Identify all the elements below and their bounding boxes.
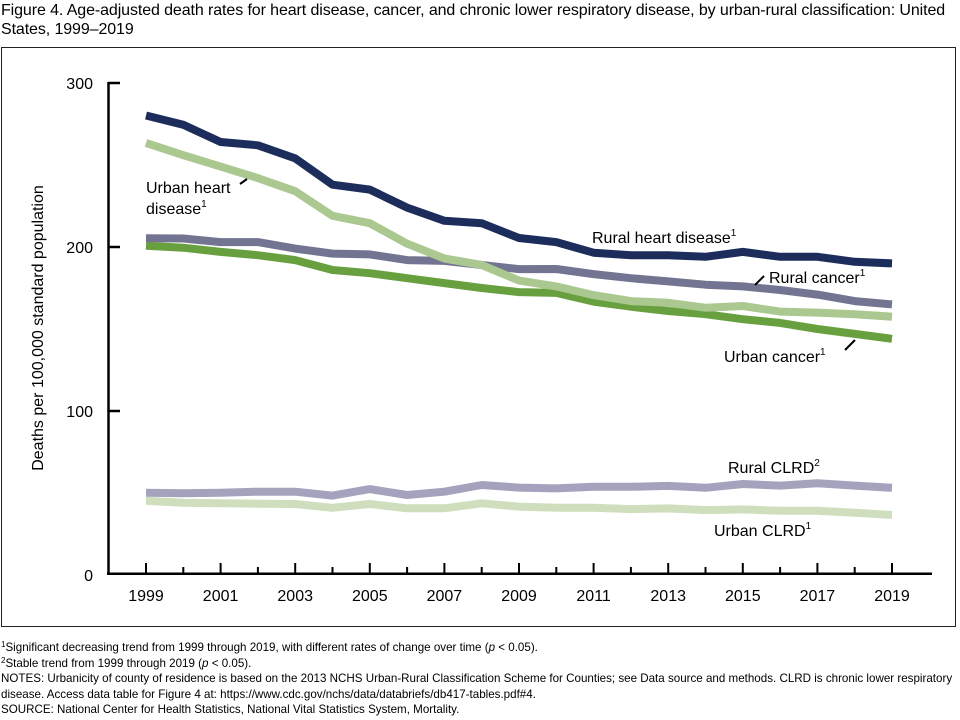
series-line-urban-clrd bbox=[145, 496, 893, 519]
series-line-rural-cancer bbox=[145, 234, 893, 309]
x-tick-label: 2019 bbox=[874, 588, 910, 605]
y-tick-label: 0 bbox=[84, 568, 93, 585]
figure-title: Figure 4. Age-adjusted death rates for h… bbox=[1, 2, 946, 38]
y-tick-label: 200 bbox=[66, 240, 93, 257]
leader-rural-cancer bbox=[754, 275, 765, 286]
x-tick-label: 2011 bbox=[576, 588, 611, 605]
x-tick-label: 1999 bbox=[128, 588, 164, 605]
label-urban-heart-disease-line1: Urban heart bbox=[146, 180, 231, 197]
series-labels: Urban heart disease1 Rural heart disease… bbox=[146, 178, 866, 540]
source: SOURCE: National Center for Health Stati… bbox=[1, 703, 460, 716]
series-line-urban-cancer bbox=[145, 241, 893, 343]
label-rural-heart-disease: Rural heart disease1 bbox=[592, 228, 737, 247]
leader-urban-heart-disease bbox=[239, 178, 248, 185]
x-ticks: 1999 2001 2003 2005 2007 2009 2011 2013 2015 2017… bbox=[128, 563, 910, 605]
footnotes: 1Significant decreasing trend from 1999 … bbox=[1, 640, 959, 718]
y-ticks: 0 100 200 300 bbox=[66, 76, 120, 585]
leader-urban-cancer bbox=[844, 339, 856, 351]
footnote-1: 1Significant decreasing trend from 1999 … bbox=[1, 640, 538, 655]
y-axis-label: Deaths per 100,000 standard population bbox=[30, 185, 47, 471]
label-rural-clrd: Rural CLRD2 bbox=[728, 458, 820, 477]
label-urban-cancer: Urban cancer1 bbox=[724, 347, 826, 366]
chart-frame bbox=[1, 47, 956, 627]
x-tick-label: 2005 bbox=[352, 588, 388, 605]
x-tick-label: 2013 bbox=[650, 588, 686, 605]
x-tick-label: 2017 bbox=[800, 588, 836, 605]
x-tick-label: 2007 bbox=[427, 588, 463, 605]
label-rural-cancer: Rural cancer1 bbox=[769, 268, 866, 287]
x-tick-label: 2009 bbox=[501, 588, 537, 605]
label-urban-clrd: Urban CLRD1 bbox=[714, 521, 812, 540]
footnote-2: 2Stable trend from 1999 through 2019 (p … bbox=[1, 655, 252, 670]
x-tick-label: 2003 bbox=[277, 588, 313, 605]
series-lines bbox=[144, 111, 893, 519]
y-tick-label: 300 bbox=[66, 76, 93, 93]
y-tick-label: 100 bbox=[66, 404, 93, 421]
x-tick-label: 2001 bbox=[203, 588, 239, 605]
series-line-rural-heart-disease bbox=[145, 111, 893, 268]
label-urban-heart-disease-line2: disease1 bbox=[146, 199, 207, 218]
series-line-urban-heart-disease bbox=[144, 139, 893, 321]
series-line-rural-clrd bbox=[145, 479, 893, 500]
x-tick-label: 2015 bbox=[725, 588, 761, 605]
notes: NOTES: Urbanicity of county of residence… bbox=[1, 672, 953, 701]
